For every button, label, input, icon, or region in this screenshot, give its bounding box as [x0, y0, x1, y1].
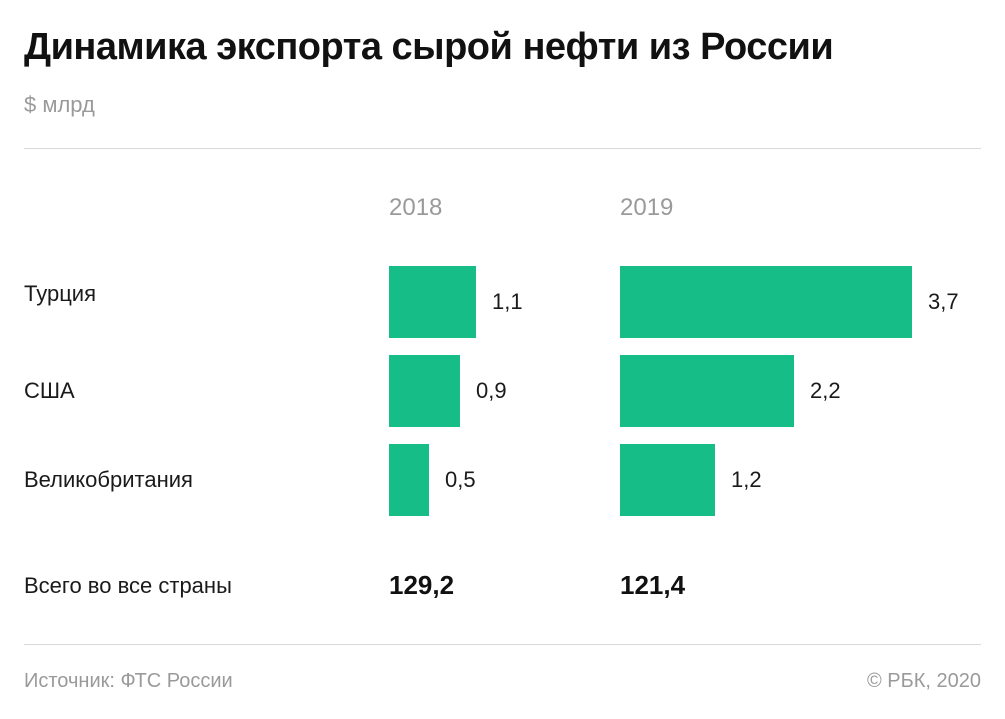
- top-divider: [24, 148, 981, 149]
- bar: [389, 355, 460, 427]
- bar: [620, 355, 794, 427]
- total-value: 129,2: [389, 570, 455, 600]
- copyright-note: © РБК, 2020: [866, 670, 981, 692]
- data-label: 1,1: [492, 289, 523, 314]
- data-label: 3,7: [928, 289, 959, 314]
- chart-unit: $ млрд: [24, 92, 95, 117]
- total-label: Всего во все страны: [24, 573, 232, 598]
- bar: [389, 444, 429, 516]
- data-label: 2,2: [810, 378, 841, 403]
- bar: [389, 266, 476, 338]
- source-note: Источник: ФТС России: [24, 670, 233, 692]
- data-label: 0,5: [445, 467, 476, 492]
- series-year-label: 2018: [389, 194, 443, 221]
- data-label: 0,9: [476, 378, 507, 403]
- bottom-divider: [24, 644, 981, 645]
- series-year-label: 2019: [620, 194, 674, 221]
- category-label: Великобритания: [24, 467, 193, 492]
- chart-title: Динамика экспорта сырой нефти из России: [24, 26, 834, 68]
- total-value: 121,4: [620, 570, 686, 600]
- data-label: 1,2: [731, 467, 762, 492]
- category-label: США: [24, 378, 75, 403]
- category-label: Турция: [24, 281, 96, 306]
- bar: [620, 266, 912, 338]
- bar: [620, 444, 715, 516]
